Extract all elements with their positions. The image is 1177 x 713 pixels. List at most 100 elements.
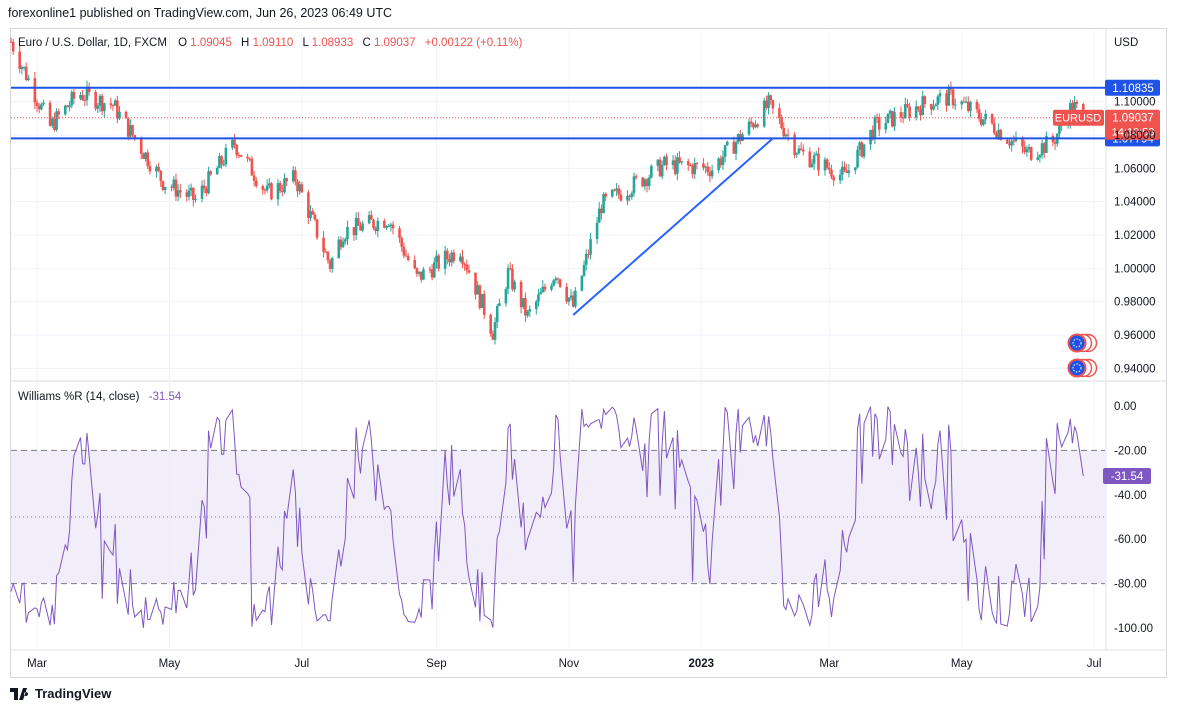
time-tick-label: 2023 — [688, 658, 714, 670]
candle-body — [459, 256, 462, 262]
candle-body — [337, 239, 341, 259]
candle-body — [313, 214, 317, 220]
candle-body — [250, 158, 254, 176]
candle-body — [908, 106, 911, 118]
candle-body — [630, 193, 634, 198]
candle-body — [63, 105, 67, 115]
candle-body — [615, 188, 618, 191]
candle-body — [291, 170, 295, 182]
candle-body — [124, 111, 128, 119]
candle-body — [602, 193, 605, 214]
candle-body — [357, 217, 360, 226]
candle-body — [936, 96, 940, 105]
candle-body — [990, 113, 994, 124]
price-tick-label: 1.02000 — [1114, 230, 1156, 242]
candle-body — [146, 152, 150, 167]
candle-body — [930, 104, 933, 110]
candle-body — [628, 195, 631, 198]
candle-body — [658, 159, 662, 177]
candle-body — [237, 154, 241, 156]
candle-body — [647, 177, 651, 186]
candle-body — [85, 86, 89, 101]
publisher-line: forexonline1 published on TradingView.co… — [8, 6, 393, 20]
candle-body — [884, 123, 888, 130]
candle-body — [387, 226, 390, 228]
candle-body — [1010, 140, 1013, 146]
williams-tick-label: -20.00 — [1114, 445, 1147, 457]
time-tick-label: Mar — [819, 658, 839, 670]
candle-body — [934, 104, 937, 107]
candle-body — [938, 93, 942, 97]
candle-body — [890, 110, 894, 127]
candle-body — [528, 309, 532, 312]
candle-body — [1071, 103, 1074, 111]
candle-body — [951, 89, 955, 106]
candle-body — [467, 270, 471, 273]
candle-body — [109, 103, 113, 106]
candle-body — [778, 108, 781, 119]
candle-body — [580, 275, 584, 291]
candle-body — [847, 170, 851, 173]
candle-body — [843, 166, 846, 171]
candle-body — [871, 129, 875, 140]
candle-body — [300, 184, 304, 193]
candle-body — [995, 133, 998, 139]
high-value: 1.09110 — [253, 37, 294, 49]
candle-body — [48, 102, 52, 126]
candle-body — [793, 134, 796, 155]
candle-body — [322, 237, 325, 252]
candle-body — [372, 219, 375, 228]
time-tick-label: Sep — [426, 658, 446, 670]
williams-value: -31.54 — [149, 391, 182, 403]
time-tick-label: Jul — [295, 658, 310, 670]
candle-body — [402, 246, 406, 256]
countdown-label: 14:10:53 — [1112, 127, 1155, 139]
candle-body — [689, 165, 692, 167]
candle-body — [100, 95, 104, 112]
candle-body — [22, 66, 26, 68]
badge-icon-2 — [1067, 358, 1098, 378]
tradingview-logo-icon — [10, 687, 30, 700]
candle-body — [346, 226, 349, 240]
candle-body — [734, 142, 738, 154]
candle-body — [626, 195, 629, 201]
candle-body — [765, 100, 768, 108]
williams-tick-label: -60.00 — [1114, 534, 1147, 546]
close-label: C — [362, 37, 370, 49]
candle-body — [452, 252, 456, 262]
candle-body — [374, 227, 377, 232]
candle-body — [886, 113, 890, 124]
candle-body — [604, 193, 608, 197]
candle-body — [489, 314, 493, 334]
candle-body — [858, 142, 862, 150]
candle-body — [534, 301, 538, 310]
candle-body — [643, 179, 647, 187]
candle-body — [678, 157, 681, 163]
candle-body — [782, 128, 786, 137]
candle-body — [966, 101, 970, 111]
candle-body — [324, 251, 328, 253]
candle-body — [352, 226, 356, 236]
williams-tick-label: 0.00 — [1114, 401, 1136, 413]
candle-body — [248, 158, 252, 160]
tradingview-brand: TradingView — [10, 686, 111, 701]
low-value: 1.08933 — [312, 37, 354, 49]
indicator-badges[interactable] — [1067, 333, 1098, 378]
candle-body — [613, 189, 616, 191]
candle-body — [476, 285, 479, 295]
price-tick-label: 0.94000 — [1114, 363, 1156, 375]
candle-body — [53, 118, 56, 130]
candle-body — [893, 112, 896, 127]
low-label: L — [302, 37, 309, 49]
candle-body — [315, 219, 319, 238]
candle-body — [550, 285, 553, 290]
candle-body — [1021, 137, 1024, 147]
candle-body — [339, 239, 343, 248]
time-tick-label: Jul — [1087, 658, 1102, 670]
candle-body — [708, 172, 712, 177]
candle-body — [263, 189, 267, 191]
candle-body — [877, 117, 881, 130]
candle-body — [233, 139, 236, 145]
candle-body — [780, 118, 783, 129]
